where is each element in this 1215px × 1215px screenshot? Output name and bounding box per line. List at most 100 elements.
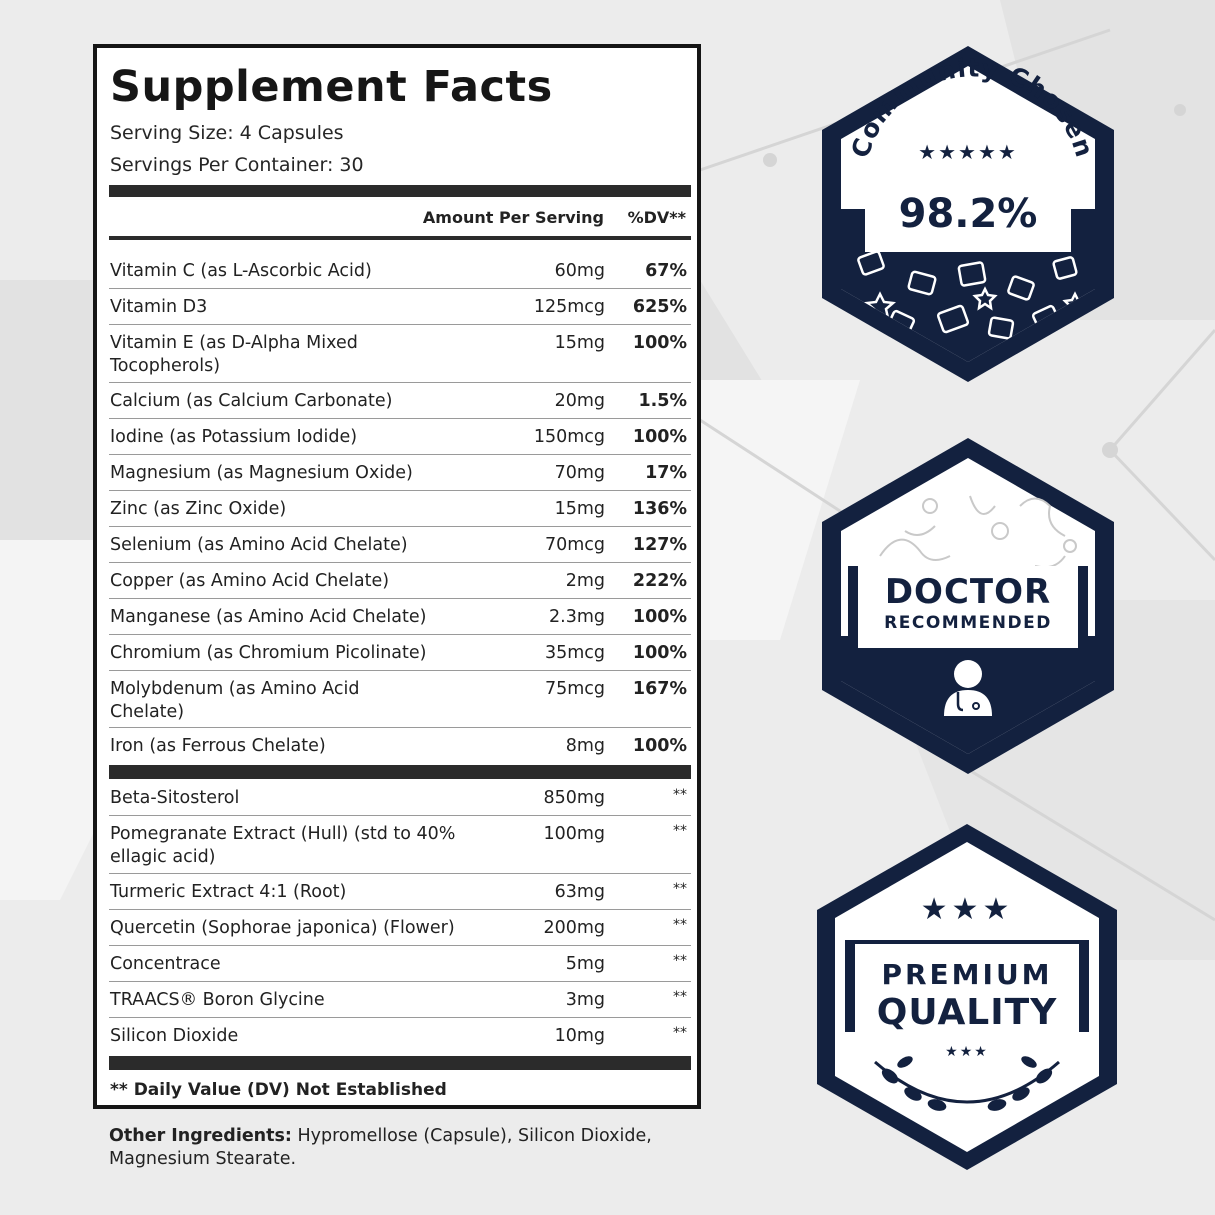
row-divider (109, 418, 691, 419)
nutrient-dv: 1.5% (638, 391, 687, 411)
nutrient-amount: 15mg (554, 499, 605, 519)
ingredient-name: Beta-Sitosterol (110, 788, 240, 808)
nutrient-dv: 100% (632, 427, 687, 447)
row-divider (109, 945, 691, 946)
nutrient-name: Iodine (as Potassium Iodide) (110, 427, 358, 447)
nutrient-amount: 70mg (554, 463, 605, 483)
star-rating-icon: ★★★ (945, 1044, 989, 1060)
other-ingredients: Other Ingredients: Hypromellose (Capsule… (109, 1125, 709, 1171)
doctor-recommended-badge: DOCTOR RECOMMENDED (820, 436, 1116, 776)
divider-bar-top (109, 185, 691, 197)
star-rating-icon: ★★★★★ (918, 140, 1018, 164)
ingredient-amount: 5mg (565, 954, 605, 974)
nutrient-dv: 100% (632, 607, 687, 627)
premium-title: PREMIUM (881, 958, 1053, 991)
nutrient-dv: 167% (632, 679, 687, 699)
ingredient-dv: ** (673, 953, 687, 969)
nutrient-amount: 8mg (565, 736, 605, 756)
servings-per-container: Servings Per Container: 30 (110, 154, 364, 176)
other-ingredients-label: Other Ingredients: (109, 1126, 292, 1146)
community-percent: 98.2% (898, 191, 1038, 237)
ingredient-dv: ** (673, 1025, 687, 1041)
nutrient-dv: 67% (645, 261, 687, 281)
row-divider (109, 909, 691, 910)
ingredient-dv: ** (673, 823, 687, 839)
row-divider (109, 562, 691, 563)
other-ingredients-text: Hypromellose (Capsule), Silicon Dioxide,… (109, 1126, 652, 1169)
nutrient-name: Chromium (as Chromium Picolinate) (110, 643, 427, 663)
row-divider (109, 598, 691, 599)
nutrient-dv: 100% (632, 643, 687, 663)
row-divider (109, 981, 691, 982)
nutrient-dv: 625% (632, 297, 687, 317)
divider-bar-bottom (109, 1056, 691, 1070)
row-divider (109, 288, 691, 289)
nutrient-amount: 75mcg (544, 679, 605, 699)
doctor-title: DOCTOR (884, 572, 1052, 612)
premium-quality-badge: ★★★ PREMIUM QUALITY ★★★ (815, 822, 1119, 1172)
facts-title: Supplement Facts (110, 62, 553, 112)
ingredient-amount: 100mg (543, 824, 605, 844)
dv-footnote: ** Daily Value (DV) Not Established (110, 1080, 447, 1100)
laurel-icon (874, 1056, 1060, 1111)
nutrient-name: Vitamin C (as L-Ascorbic Acid) (110, 261, 372, 281)
supplement-facts-panel: Supplement Facts Serving Size: 4 Capsule… (93, 44, 701, 1109)
ingredient-dv: ** (673, 787, 687, 803)
ingredient-amount: 63mg (554, 882, 605, 902)
ingredient-name: Turmeric Extract 4:1 (Root) (110, 882, 347, 902)
nutrient-dv: 17% (645, 463, 687, 483)
nutrient-amount: 20mg (554, 391, 605, 411)
ingredient-name: Concentrace (110, 954, 221, 974)
community-chosen-badge: Community Chosen ★★★★★ 98.2% (820, 44, 1116, 384)
nutrient-amount: 2mg (565, 571, 605, 591)
ingredient-amount: 850mg (543, 788, 605, 808)
star-rating-icon: ★★★ (920, 892, 1014, 927)
nutrient-amount: 35mcg (544, 643, 605, 663)
ingredient-amount: 3mg (565, 990, 605, 1010)
nutrient-name: Zinc (as Zinc Oxide) (110, 499, 287, 519)
nutrient-dv: 222% (632, 571, 687, 591)
amount-per-serving-header: Amount Per Serving (422, 208, 604, 227)
nutrient-amount: 70mcg (544, 535, 605, 555)
row-divider (109, 324, 691, 325)
nutrient-name: Vitamin E (as D-Alpha Mixed Tocopherols) (110, 333, 358, 376)
row-divider (109, 670, 691, 671)
nutrient-name: Calcium (as Calcium Carbonate) (110, 391, 393, 411)
row-divider (109, 815, 691, 816)
row-divider (109, 454, 691, 455)
nutrient-name: Selenium (as Amino Acid Chelate) (110, 535, 408, 555)
nutrient-dv: 100% (632, 736, 687, 756)
ingredient-name: Pomegranate Extract (Hull) (std to 40% e… (110, 824, 456, 867)
ingredient-dv: ** (673, 917, 687, 933)
ingredient-name: Quercetin (Sophorae japonica) (Flower) (110, 918, 455, 938)
nutrient-name: Copper (as Amino Acid Chelate) (110, 571, 390, 591)
doctor-icon (944, 660, 992, 716)
nutrient-amount: 15mg (554, 333, 605, 353)
ingredient-name: TRAACS® Boron Glycine (110, 990, 325, 1010)
row-divider (109, 526, 691, 527)
nutrient-name: Magnesium (as Magnesium Oxide) (110, 463, 413, 483)
nutrient-dv: 136% (632, 499, 687, 519)
row-divider (109, 634, 691, 635)
row-divider (109, 382, 691, 383)
nutrient-amount: 150mcg (533, 427, 605, 447)
row-divider (109, 727, 691, 728)
nutrient-amount: 2.3mg (549, 607, 605, 627)
serving-size: Serving Size: 4 Capsules (110, 122, 344, 144)
ingredient-dv: ** (673, 989, 687, 1005)
ingredient-amount: 10mg (554, 1026, 605, 1046)
row-divider (109, 873, 691, 874)
nutrient-name: Manganese (as Amino Acid Chelate) (110, 607, 427, 627)
row-divider (109, 1017, 691, 1018)
nutrient-name: Molybdenum (as Amino Acid Chelate) (110, 679, 360, 722)
nutrient-dv: 127% (632, 535, 687, 555)
nutrient-name: Vitamin D3 (110, 297, 208, 317)
ingredient-amount: 200mg (543, 918, 605, 938)
dv-header: %DV** (627, 208, 686, 227)
nutrient-dv: 100% (632, 333, 687, 353)
ingredient-dv: ** (673, 881, 687, 897)
doctor-subtitle: RECOMMENDED (884, 613, 1052, 633)
ingredient-name: Silicon Dioxide (110, 1026, 239, 1046)
nutrient-amount: 60mg (554, 261, 605, 281)
row-divider (109, 490, 691, 491)
